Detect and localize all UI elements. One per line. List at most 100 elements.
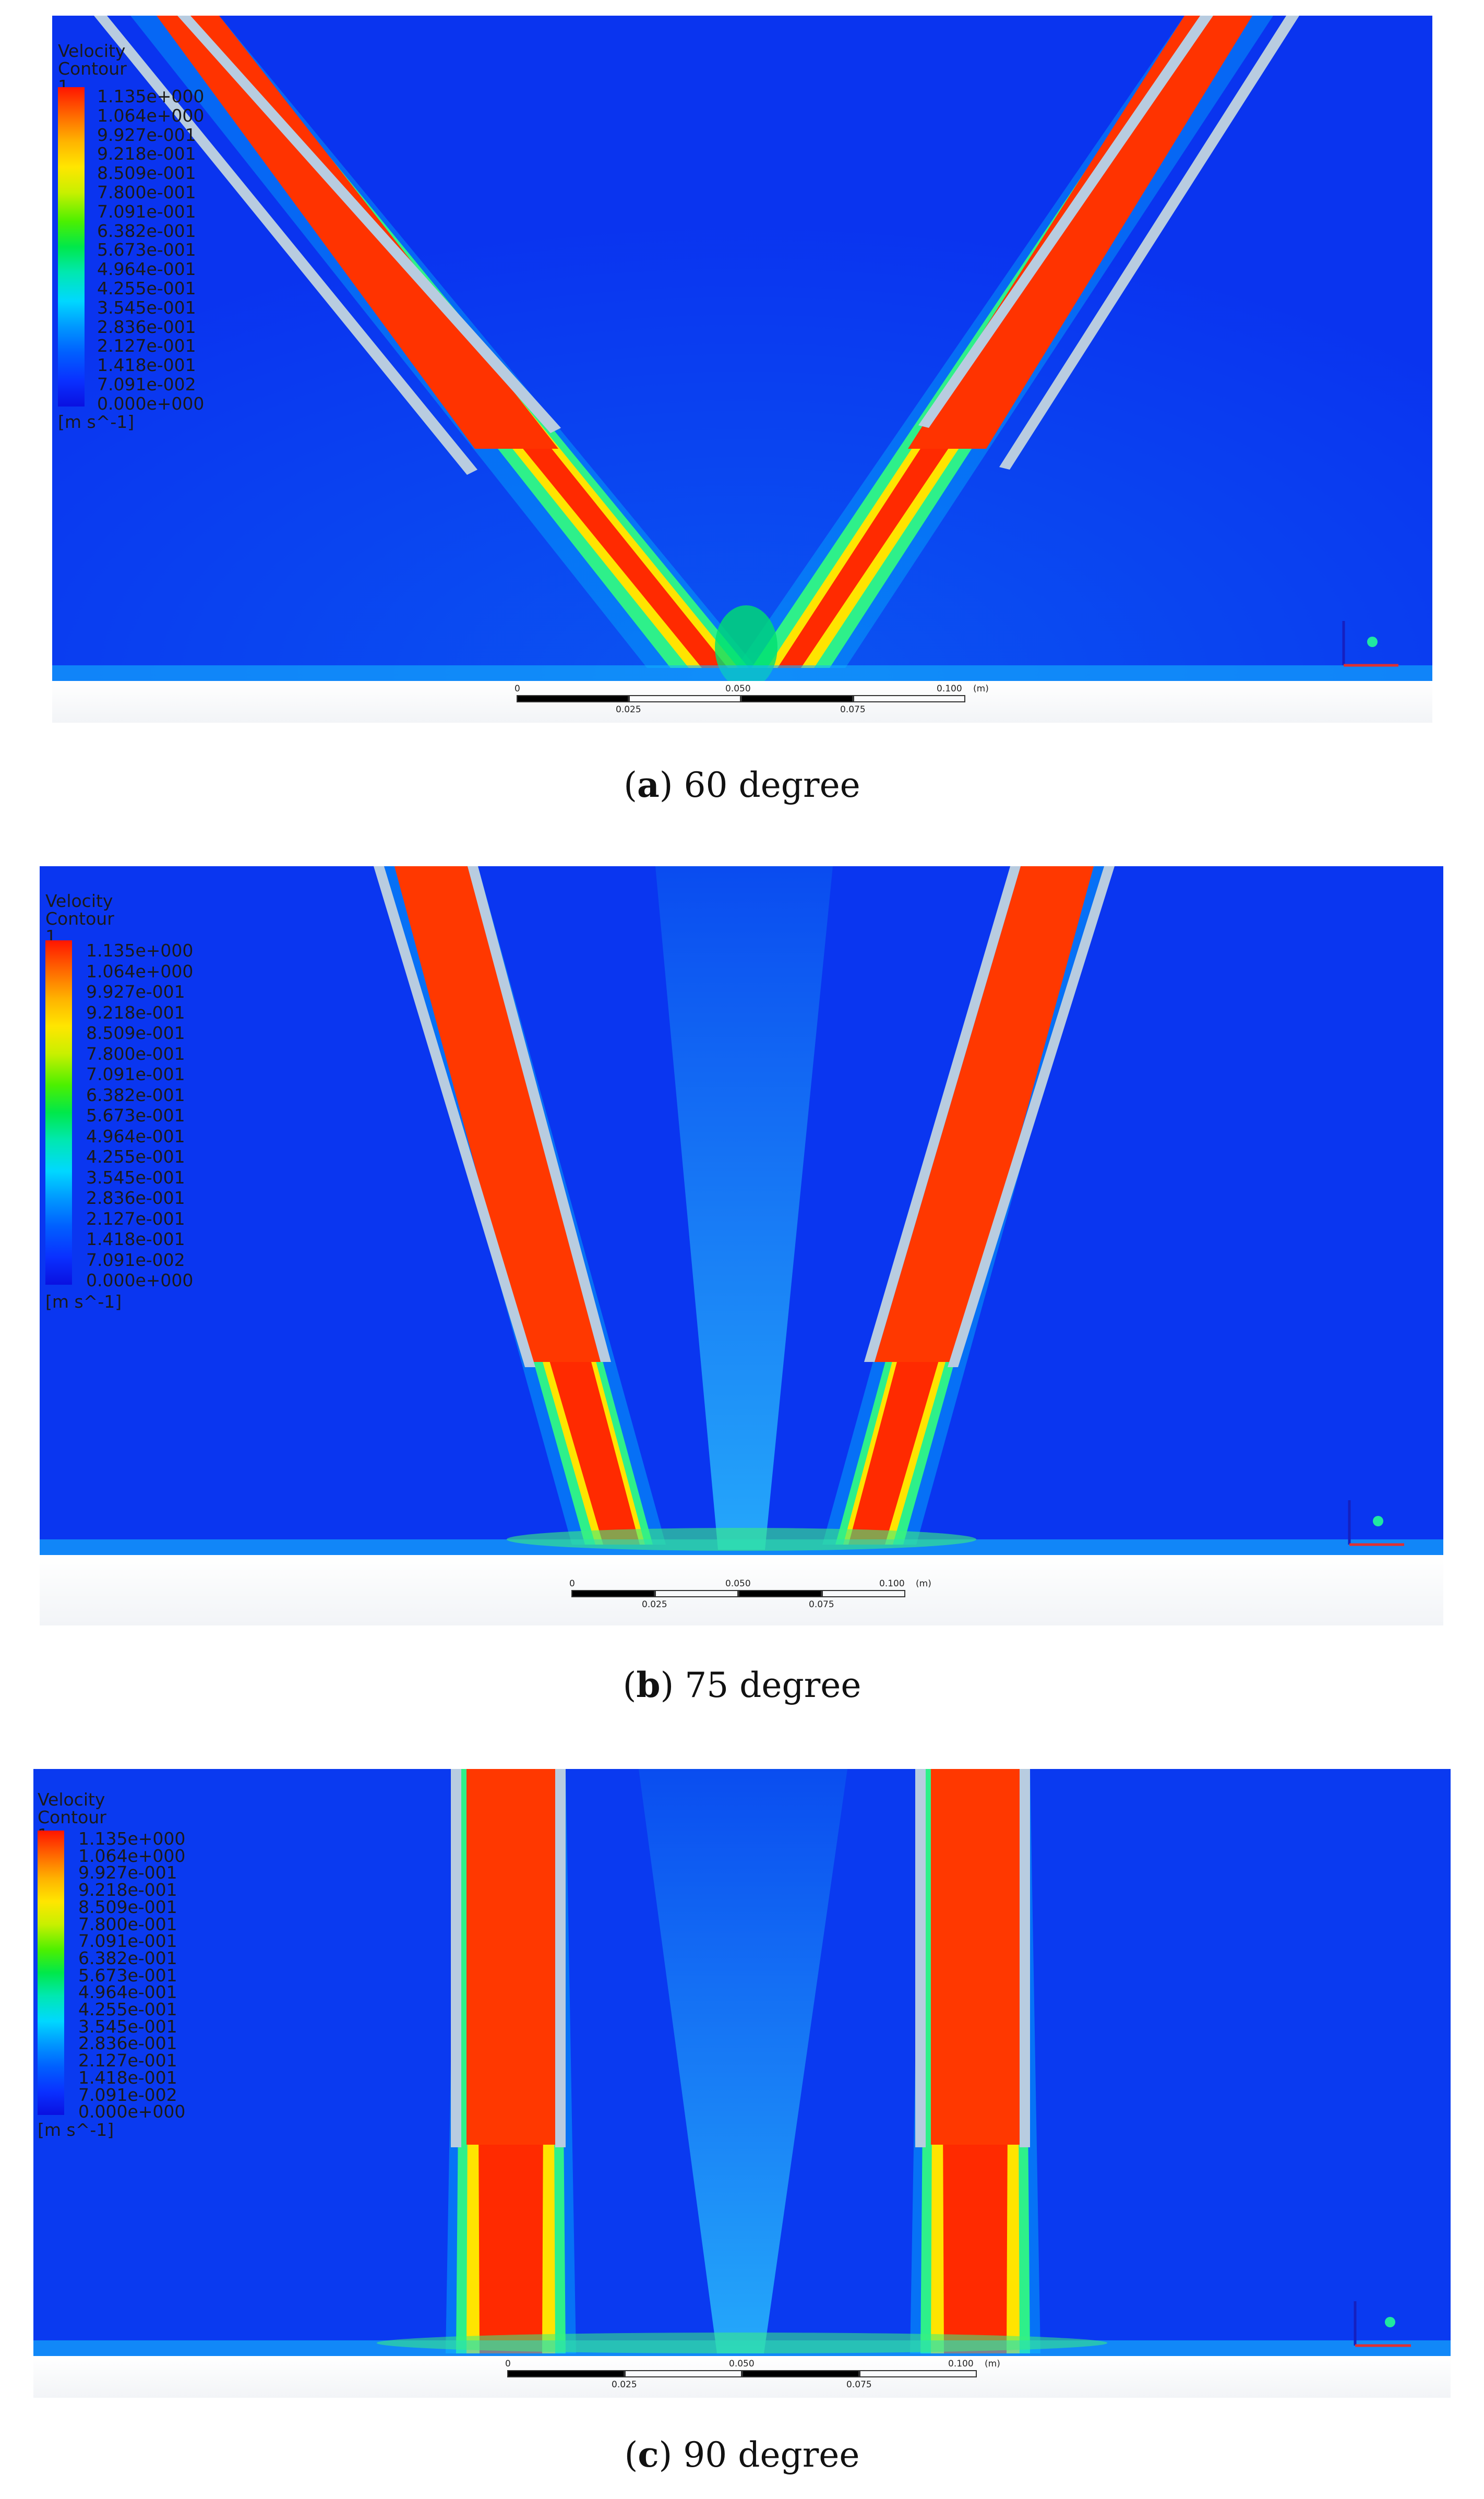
- legend-tick: 3.545e-001: [86, 1167, 185, 1188]
- legend-tick: 6.382e-001: [78, 1947, 177, 1968]
- scale-label-unit: (m): [973, 684, 989, 694]
- legend-ticks: 1.135e+000 1.064e+000 9.927e-001 9.218e-…: [78, 1828, 186, 2122]
- legend-tick: 2.127e-001: [78, 2050, 177, 2071]
- legend-unit: [m s^-1]: [38, 2120, 114, 2140]
- legend-tick: 5.673e-001: [97, 240, 196, 260]
- legend-tick: 0.000e+000: [78, 2101, 186, 2122]
- legend-tick: 1.064e+000: [78, 1845, 186, 1866]
- legend-colorbar: [45, 940, 72, 1285]
- legend-tick: 1.064e+000: [86, 961, 194, 982]
- legend-tick: 7.091e-001: [97, 201, 196, 222]
- legend-tick: 7.091e-002: [86, 1249, 185, 1270]
- legend-tick: 4.964e-001: [78, 1982, 177, 2003]
- legend-tick: 4.255e-001: [78, 1999, 177, 2020]
- scale-label-unit: (m): [985, 2359, 1000, 2369]
- legend-tick: 5.673e-001: [86, 1105, 185, 1126]
- left-jet: [130, 16, 757, 668]
- scale-label-050: 0.050: [725, 1579, 751, 1589]
- legend-tick: 4.964e-001: [86, 1126, 185, 1146]
- contour-plot-60: [52, 16, 1432, 681]
- scale-label-075: 0.075: [846, 2380, 872, 2390]
- scale-label-075: 0.075: [809, 1599, 834, 1610]
- legend-tick: 1.418e-001: [86, 1229, 185, 1249]
- caption-a: (a) 60 degree: [624, 764, 860, 805]
- left-jet: [446, 1769, 576, 2353]
- legend-tick: 3.545e-001: [78, 2016, 177, 2037]
- scale-label-025: 0.025: [616, 704, 641, 715]
- scale-label-025: 0.025: [642, 1599, 667, 1610]
- contour-plot-90: [33, 1769, 1451, 2356]
- legend-tick: 7.800e-001: [97, 182, 196, 202]
- legend-tick: 9.927e-001: [86, 982, 185, 1002]
- legend-unit: [m s^-1]: [45, 1292, 122, 1312]
- legend-ticks: 1.135e+000 1.064e+000 9.927e-001 9.218e-…: [86, 940, 193, 1291]
- legend-tick: 9.218e-001: [86, 1002, 185, 1023]
- caption-c: (c) 90 degree: [624, 2434, 860, 2475]
- legend-tick: 2.127e-001: [97, 336, 196, 356]
- legend-tick: 2.836e-001: [97, 316, 196, 337]
- scale-bar-a: 0 0.050 0.100 (m) 0.025 0.075: [514, 684, 989, 715]
- legend-title: Velocity: [38, 1789, 105, 1810]
- left-jet: [384, 866, 666, 1545]
- scale-label-0: 0: [569, 1579, 575, 1589]
- legend-tick: 2.836e-001: [86, 1188, 185, 1208]
- scale-label-075: 0.075: [840, 704, 866, 715]
- right-jet: [736, 16, 1273, 668]
- legend-tick: 5.673e-001: [78, 1965, 177, 1986]
- legend-tick: 4.964e-001: [97, 259, 196, 280]
- legend-tick: 8.509e-001: [97, 163, 196, 184]
- scale-label-unit: (m): [916, 1579, 931, 1589]
- legend-tick: 8.509e-001: [86, 1023, 185, 1043]
- scale-label-050: 0.050: [729, 2359, 755, 2369]
- legend-c: Velocity Contour 1 1.135e+000 1.064e+000…: [38, 1789, 185, 2140]
- nozzle-walls: [374, 866, 1115, 1367]
- axis-triad: [1348, 1500, 1404, 1546]
- legend-tick: 9.218e-001: [78, 1880, 177, 1900]
- legend-tick: 1.135e+000: [78, 1828, 186, 1849]
- scale-label-0: 0: [505, 2359, 511, 2369]
- legend-tick: 7.091e-001: [86, 1064, 185, 1084]
- legend-tick: 0.000e+000: [97, 393, 205, 414]
- scale-label-100: 0.100: [937, 684, 962, 694]
- nozzle-walls: [451, 1769, 1030, 2147]
- caption-b: (b) 75 degree: [623, 1665, 861, 1705]
- legend-tick: 6.382e-001: [86, 1084, 185, 1105]
- legend-ticks: 1.135e+000 1.064e+000 9.927e-001 9.218e-…: [97, 87, 204, 414]
- legend-tick: 1.064e+000: [97, 105, 205, 126]
- legend-tick: 2.836e-001: [78, 2033, 177, 2054]
- legend-tick: 0.000e+000: [86, 1270, 194, 1290]
- legend-tick: 1.418e-001: [97, 355, 196, 376]
- legend-tick: 3.545e-001: [97, 297, 196, 318]
- scale-label-0: 0: [514, 684, 520, 694]
- legend-colorbar: [38, 1831, 64, 2115]
- legend-tick: 1.135e+000: [86, 940, 194, 961]
- right-jet: [910, 1769, 1040, 2353]
- legend-tick: 2.127e-001: [86, 1208, 185, 1229]
- nozzle-walls: [94, 16, 1299, 475]
- legend-a: Velocity Contour 1 1.135e+000 1.064e+000…: [58, 41, 204, 432]
- legend-tick: 7.800e-001: [78, 1914, 177, 1934]
- scale-bar-c: 0 0.050 0.100 (m) 0.025 0.075: [505, 2359, 1008, 2390]
- right-jet: [822, 866, 1104, 1545]
- legend-tick: 9.927e-001: [78, 1862, 177, 1883]
- legend-tick: 1.135e+000: [97, 86, 205, 106]
- scale-label-100: 0.100: [948, 2359, 974, 2369]
- legend-tick: 7.800e-001: [86, 1043, 185, 1064]
- legend-tick: 8.509e-001: [78, 1896, 177, 1917]
- legend-tick: 9.218e-001: [97, 144, 196, 164]
- legend-tick: 7.091e-002: [78, 2084, 177, 2105]
- legend-b: Velocity Contour 1 1.135e+000 1.064e+000…: [45, 891, 193, 1312]
- legend-unit: [m s^-1]: [58, 412, 135, 432]
- scale-label-100: 0.100: [879, 1579, 905, 1589]
- legend-tick: 7.091e-002: [97, 374, 196, 394]
- legend-tick: 1.418e-001: [78, 2067, 177, 2088]
- scale-label-050: 0.050: [725, 684, 751, 694]
- legend-title: Velocity: [45, 891, 113, 911]
- legend-tick: 4.255e-001: [86, 1146, 185, 1167]
- legend-tick: 6.382e-001: [97, 220, 196, 241]
- scale-label-025: 0.025: [612, 2380, 637, 2390]
- axis-triad: [1354, 2301, 1411, 2347]
- contour-plot-75: [40, 866, 1443, 1555]
- legend-tick: 4.255e-001: [97, 278, 196, 298]
- legend-title: Velocity: [58, 41, 126, 61]
